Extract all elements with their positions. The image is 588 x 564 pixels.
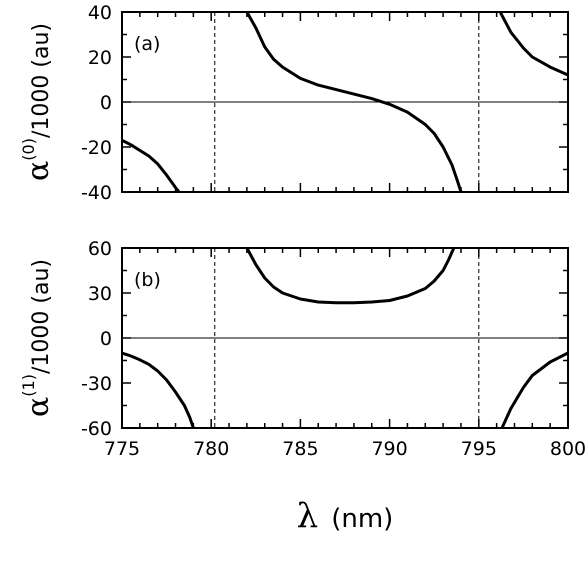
x-tick-label: 785 [282, 438, 318, 460]
curve-branch-3 [500, 351, 568, 428]
y-tick-label: -40 [81, 182, 112, 204]
y-tick-label: 30 [88, 283, 112, 305]
panel-b: -60 -30 0 30 60 775 780 785 790 795 800 (b) α(1)/100… [19, 238, 586, 460]
y-tick-label: 20 [88, 47, 112, 69]
x-tick-label: 790 [371, 438, 407, 460]
curve-branch-2 [245, 248, 456, 305]
y-tick-label: -60 [81, 418, 112, 440]
x-axis-label: λ (nm) [297, 496, 394, 536]
x-tick-label: 780 [193, 438, 229, 460]
y-axis-unit: /1000 (au) [29, 259, 54, 374]
y-tick-label: 40 [88, 2, 112, 24]
y-axis-unit: /1000 (au) [29, 23, 54, 138]
curve-branch-3 [498, 12, 568, 77]
curve-branch-2 [245, 12, 463, 192]
curve-branch-1 [122, 351, 195, 428]
y-tick-label: -30 [81, 373, 112, 395]
y-axis-superscript: (1) [19, 374, 38, 397]
y-axis-superscript: (0) [19, 138, 38, 161]
y-tick-label: 60 [88, 238, 112, 260]
y-axis-label: α(1)/1000 (au) [19, 259, 56, 417]
y-axis-label: α(0)/1000 (au) [19, 23, 56, 181]
panel-label: (a) [134, 33, 160, 55]
curve-branch-1 [122, 138, 181, 192]
y-tick-label: -20 [81, 137, 112, 159]
x-axis-unit: (nm) [331, 504, 393, 534]
panel-label: (b) [134, 269, 161, 291]
x-axis-symbol: λ [297, 496, 319, 536]
x-tick-label: 800 [550, 438, 586, 460]
panel-a: -40 -20 0 20 40 (a) α(0)/1000 (au) [19, 2, 569, 204]
y-axis-symbol: α [21, 397, 56, 417]
x-tick-label: 795 [461, 438, 497, 460]
y-axis-symbol: α [21, 161, 56, 181]
y-tick-label: 0 [100, 328, 112, 350]
y-tick-label: 0 [100, 92, 112, 114]
x-tick-label: 775 [104, 438, 140, 460]
